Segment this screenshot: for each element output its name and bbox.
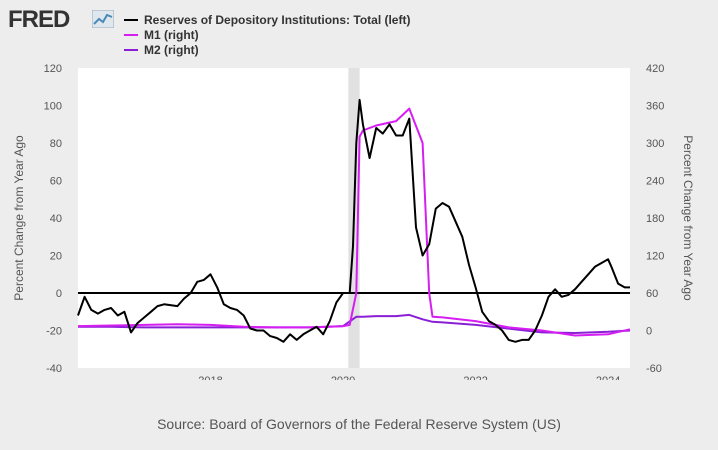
y-right-tick-label: 360: [646, 101, 664, 113]
series-line-m2-right: [78, 313, 631, 334]
x-tick-label: 2020: [331, 375, 355, 380]
legend-swatch-reserves: [124, 18, 138, 21]
series-line-reserves-of-depository-institutions-total-left: [77, 98, 630, 343]
fred-logo[interactable]: FRED: [8, 6, 70, 33]
legend-item-m1[interactable]: M1 (right): [124, 27, 410, 42]
y-left-tick-label: 100: [44, 101, 62, 113]
y-right-tick-label: 0: [646, 326, 652, 338]
y-right-tick-label: 240: [646, 176, 664, 188]
legend-label-m2: M2 (right): [144, 42, 199, 57]
y-right-tick-label: 120: [646, 251, 664, 263]
y-right-tick-label: 300: [646, 138, 664, 150]
y-left-tick-label: 0: [56, 288, 62, 300]
y-right-axis-title: Percent Change from Year Ago: [681, 135, 695, 301]
legend-label-reserves: Reserves of Depository Institutions: Tot…: [144, 12, 411, 27]
y-left-tick-label: -20: [46, 326, 62, 338]
legend-swatch-m2: [124, 48, 138, 51]
series-line-m1-right: [77, 107, 631, 337]
source-note: Source: Board of Governors of the Federa…: [157, 416, 561, 432]
header: FRED Reserves of Depository Institutions…: [0, 0, 718, 62]
x-tick-label: 2024: [596, 375, 620, 380]
legend: Reserves of Depository Institutions: Tot…: [124, 12, 410, 57]
y-left-tick-label: -40: [46, 363, 62, 375]
line-chart: -40 -20 0 20 40 60 80 100 120 -60 0 60 120 180 240 300 3…: [12, 63, 695, 380]
legend-item-m2[interactable]: M2 (right): [124, 42, 410, 57]
legend-label-m1: M1 (right): [144, 27, 199, 42]
y-left-tick-label: 80: [50, 138, 62, 150]
y-left-tick-label: 40: [50, 213, 62, 225]
y-left-tick-label: 120: [44, 63, 62, 75]
x-tick-label: 2022: [463, 375, 487, 380]
legend-swatch-m1: [124, 33, 138, 36]
y-right-tick-label: 60: [646, 288, 658, 300]
fred-chart-icon: [92, 10, 114, 28]
y-left-axis-title: Percent Change from Year Ago: [12, 135, 26, 301]
y-left-tick-label: 60: [50, 176, 62, 188]
y-right-tick-label: 180: [646, 213, 664, 225]
y-right-tick-label: 420: [646, 63, 664, 75]
legend-item-reserves[interactable]: Reserves of Depository Institutions: Tot…: [124, 12, 410, 27]
y-right-tick-label: -60: [646, 363, 662, 375]
y-left-tick-label: 20: [50, 251, 62, 263]
